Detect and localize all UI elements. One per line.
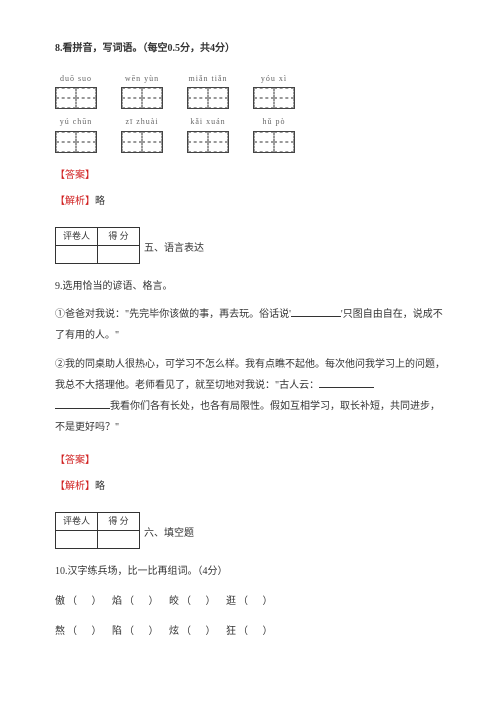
char-grid [55, 87, 97, 109]
q10-row2: 熬（ ） 陷（ ） 炫（ ） 狂（ ） [55, 623, 445, 641]
pinyin-item: wēn yùn [121, 72, 163, 109]
char-grid [121, 87, 163, 109]
explain-label: 【解析】略 [55, 478, 445, 496]
blank-line [291, 306, 341, 317]
blank-line [319, 377, 374, 388]
explain-text: 略 [95, 196, 105, 207]
pinyin-text: wēn yùn [125, 72, 159, 86]
q10-title: 10.汉字练兵场，比一比再组词。（4分） [55, 563, 445, 581]
score-cell [98, 530, 140, 548]
pinyin-item: duō suo [55, 72, 97, 109]
explain-text: 略 [95, 481, 105, 492]
pinyin-row-1: duō suo wēn yùn miǎn tiǎn yóu xì [55, 72, 445, 109]
explain-prefix: 【解析】 [55, 481, 95, 492]
section-5-row: 评卷人得 分 五、语言表达 [55, 221, 445, 278]
score-col-grader: 评卷人 [56, 227, 98, 245]
q9-p1a: ①爸爸对我说："先完毕你该做的事，再去玩。俗话说' [55, 309, 291, 320]
pinyin-text: duō suo [60, 72, 92, 86]
q9-p2: ②我的同桌助人很热心，可学习不怎么样。我有点瞧不起他。每次他问我学习上的问题，我… [55, 354, 445, 438]
pinyin-item: zī zhuài [121, 115, 163, 152]
pinyin-text: hǔ pò [263, 115, 286, 129]
char: 陷 [112, 626, 124, 637]
pinyin-text: zī zhuài [125, 115, 158, 129]
paren: （ ） [67, 596, 108, 607]
answer-label: 【答案】 [55, 167, 445, 185]
paren: （ ） [181, 596, 222, 607]
pinyin-text: yóu xì [261, 72, 287, 86]
q9-title: 9.选用恰当的谚语、格言。 [55, 278, 445, 296]
char-grid [187, 131, 229, 153]
pinyin-text: miǎn tiǎn [189, 72, 228, 86]
paren: （ ） [238, 596, 279, 607]
explain-label: 【解析】略 [55, 193, 445, 211]
score-cell [56, 245, 98, 263]
score-table: 评卷人得 分 [55, 512, 140, 549]
score-col-score: 得 分 [98, 512, 140, 530]
char: 焰 [112, 596, 124, 607]
pinyin-item: hǔ pò [253, 115, 295, 152]
paren: （ ） [238, 626, 279, 637]
char-grid [187, 87, 229, 109]
q8-title: 8.看拼音，写词语。（每空0.5分，共4分） [55, 40, 445, 58]
char: 熬 [55, 626, 67, 637]
pinyin-item: yóu xì [253, 72, 295, 109]
paren: （ ） [67, 626, 108, 637]
pinyin-row-2: yú chūn zī zhuài kǎi xuán hǔ pò [55, 115, 445, 152]
score-col-score: 得 分 [98, 227, 140, 245]
section-6-title: 六、填空题 [144, 525, 194, 543]
blank-line [55, 398, 110, 409]
pinyin-item: miǎn tiǎn [187, 72, 229, 109]
char-grid [121, 131, 163, 153]
paren: （ ） [181, 626, 222, 637]
score-col-grader: 评卷人 [56, 512, 98, 530]
char: 皎 [169, 596, 181, 607]
answer-label: 【答案】 [55, 452, 445, 470]
char-grid [253, 131, 295, 153]
pinyin-text: yú chūn [60, 115, 93, 129]
q9-p2b: 我看你们各有长处，也各有局限性。假如互相学习，取长补短，共同进步，不是更好吗？" [55, 401, 440, 433]
char: 逛 [226, 596, 238, 607]
pinyin-item: kǎi xuán [187, 115, 229, 152]
q10-row1: 傲（ ） 焰（ ） 皎（ ） 逛（ ） [55, 593, 445, 611]
score-cell [56, 530, 98, 548]
pinyin-text: kǎi xuán [190, 115, 225, 129]
char: 傲 [55, 596, 67, 607]
q9-p2a: ②我的同桌助人很热心，可学习不怎么样。我有点瞧不起他。每次他问我学习上的问题，我… [55, 359, 445, 391]
section-5-title: 五、语言表达 [144, 240, 204, 258]
char-grid [253, 87, 295, 109]
pinyin-item: yú chūn [55, 115, 97, 152]
section-6-row: 评卷人得 分 六、填空题 [55, 506, 445, 563]
paren: （ ） [124, 596, 165, 607]
score-table: 评卷人得 分 [55, 227, 140, 264]
paren: （ ） [124, 626, 165, 637]
char: 炫 [169, 626, 181, 637]
char: 狂 [226, 626, 238, 637]
char-grid [55, 131, 97, 153]
explain-prefix: 【解析】 [55, 196, 95, 207]
score-cell [98, 245, 140, 263]
q9-p1: ①爸爸对我说："先完毕你该做的事，再去玩。俗话说''只图自由自在，说成不了有用的… [55, 304, 445, 346]
